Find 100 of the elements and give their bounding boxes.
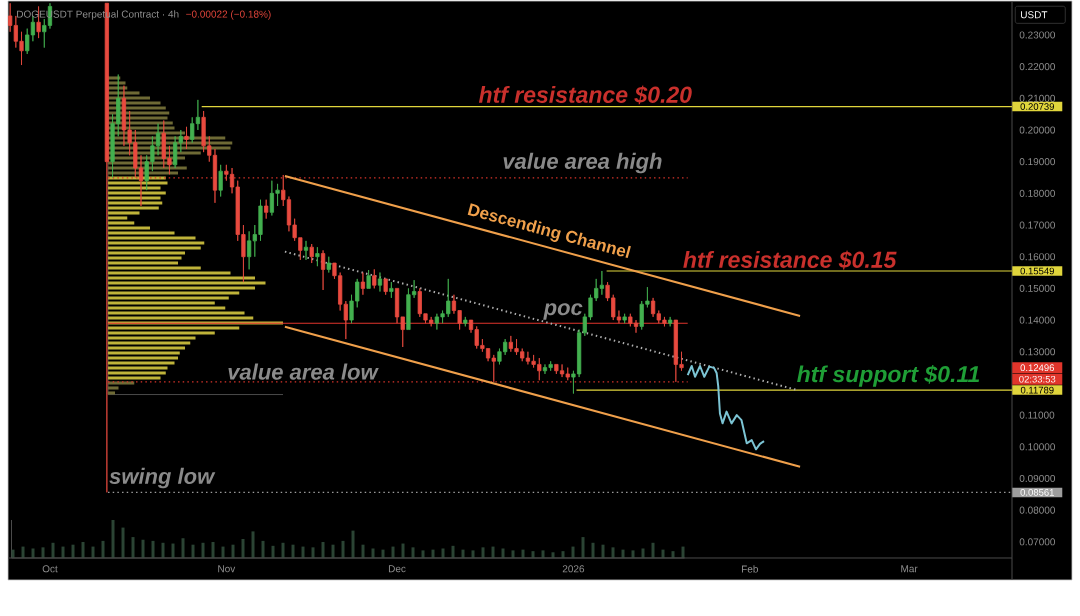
candlestick (309, 243, 314, 264)
bar (31, 548, 35, 558)
x-tick-label: Dec (388, 565, 406, 573)
bar (291, 544, 295, 558)
y-tick-label: 0.23000 (1019, 31, 1056, 39)
bar (231, 544, 235, 558)
annotation: swing low (109, 467, 216, 489)
candlestick (377, 272, 383, 292)
line-series (686, 365, 766, 451)
candlestick (622, 313, 627, 324)
bar (411, 547, 415, 558)
annotation: value area high (503, 152, 662, 174)
annotation: value area low (228, 363, 379, 380)
bar (171, 543, 175, 558)
bar (481, 547, 485, 558)
annotation: htf resistance $0.15 (683, 250, 897, 270)
bar (211, 542, 215, 558)
bar (121, 527, 125, 558)
bar (271, 545, 275, 558)
candlestick (389, 281, 394, 299)
bar (401, 543, 405, 558)
candlestick (320, 249, 326, 291)
data-label: 0.08561 (1020, 489, 1054, 496)
y-axis-title: USDT (1021, 11, 1048, 19)
annotation: htf resistance $0.20 (478, 85, 692, 105)
y-tick-label: 0.21000 (1019, 94, 1056, 102)
data-label: 0.15549 (1020, 267, 1054, 275)
x-tick-label: Oct (42, 565, 58, 573)
bar (501, 548, 505, 558)
y-tick-label: 0.17000 (1019, 221, 1056, 229)
candlestick (383, 278, 388, 296)
data-label: 0.20739 (1020, 103, 1054, 110)
bar (41, 547, 45, 558)
bar (151, 540, 155, 558)
bar (161, 542, 165, 558)
bar (321, 542, 325, 558)
y-tick-label: 0.09000 (1019, 474, 1056, 483)
bar (181, 538, 185, 558)
bar (361, 544, 365, 558)
candlestick (184, 126, 189, 150)
bar (241, 538, 245, 558)
annotation: htf support $0.11 (797, 364, 980, 387)
text: −0.00022 (−0.18%) (186, 10, 271, 20)
bar (541, 550, 545, 558)
bar (591, 542, 595, 558)
text: 02:33:53 (1019, 375, 1056, 383)
y-tick-label: 0.19000 (1019, 158, 1056, 166)
bar (51, 542, 55, 558)
bar (191, 544, 195, 558)
x-tick-label: 2026 (562, 565, 585, 573)
bar (561, 551, 565, 558)
bar (611, 547, 615, 558)
text: 0.12496 (1020, 364, 1055, 372)
bar (141, 539, 145, 558)
candlestick (218, 164, 223, 197)
y-tick-label: 0.16000 (1019, 253, 1056, 261)
y-tick-label: 0.11000 (1019, 411, 1055, 419)
candlestick (303, 240, 309, 261)
candlestick (326, 256, 331, 273)
x-tick-label: Feb (742, 565, 759, 573)
y-tick-label: 0.15000 (1019, 284, 1056, 292)
bar (581, 537, 585, 558)
bar (421, 550, 425, 558)
candlestick (315, 246, 320, 267)
bar (331, 544, 335, 558)
y-tick-label: 0.10000 (1019, 443, 1056, 451)
annotation: poc (543, 303, 583, 320)
bar (341, 540, 345, 558)
candlestick (463, 316, 468, 327)
bar (511, 550, 515, 558)
bar (251, 531, 255, 558)
candlestick (264, 199, 269, 220)
candlestick (360, 272, 366, 296)
bar (471, 550, 475, 558)
bar (451, 545, 455, 558)
y-tick-label: 0.08000 (1019, 506, 1056, 514)
x-tick-label: Nov (218, 565, 236, 573)
bar (441, 548, 445, 558)
data-label: 0.11789 (1020, 386, 1054, 394)
bar (631, 550, 635, 558)
y-tick-label: 0.07000 (1019, 538, 1056, 546)
bar (71, 544, 75, 558)
y-tick-label: 0.13000 (1019, 348, 1056, 356)
bar (101, 540, 105, 558)
bar (201, 542, 205, 558)
bar (601, 544, 605, 558)
x-tick-label: Mar (901, 565, 918, 573)
y-tick-label: 0.18000 (1019, 189, 1056, 197)
bar (351, 530, 355, 558)
bar (111, 519, 115, 558)
y-tick-label: 0.22000 (1019, 63, 1056, 71)
bar (641, 548, 645, 558)
y-tick-label: 0.14000 (1019, 316, 1056, 324)
candlestick (372, 268, 377, 289)
bar (131, 537, 135, 558)
bar (81, 542, 85, 558)
bar (311, 547, 315, 558)
y-tick-label: 0.20000 (1019, 126, 1056, 134)
bar (371, 548, 375, 558)
bar (651, 542, 655, 558)
